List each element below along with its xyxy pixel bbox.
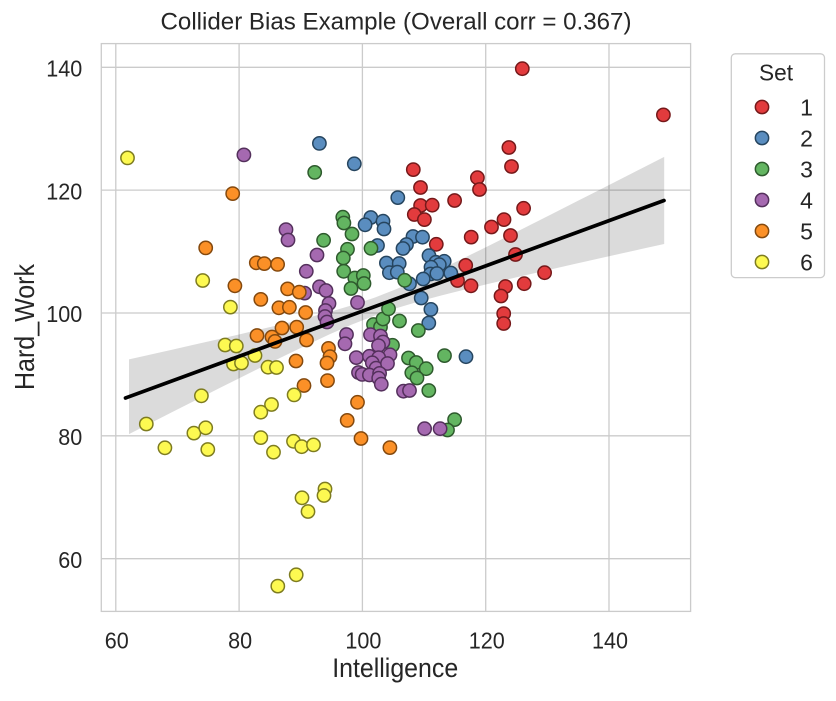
svg-text:80: 80	[228, 628, 252, 654]
svg-text:3: 3	[800, 156, 813, 182]
svg-text:60: 60	[58, 547, 82, 573]
svg-text:80: 80	[58, 424, 82, 450]
svg-text:100: 100	[345, 628, 381, 654]
svg-text:5: 5	[800, 218, 813, 244]
svg-text:Intelligence: Intelligence	[332, 653, 458, 683]
svg-text:140: 140	[592, 628, 628, 654]
svg-text:60: 60	[105, 628, 129, 654]
svg-text:140: 140	[46, 56, 82, 82]
svg-text:120: 120	[469, 628, 505, 654]
svg-text:Set: Set	[759, 60, 794, 86]
svg-text:6: 6	[800, 249, 813, 275]
svg-text:100: 100	[46, 301, 82, 327]
svg-text:Hard_Work: Hard_Work	[9, 263, 40, 390]
svg-text:1: 1	[800, 94, 813, 120]
svg-text:2: 2	[800, 125, 813, 151]
svg-text:4: 4	[800, 187, 813, 213]
svg-text:120: 120	[46, 178, 82, 204]
svg-text:Collider Bias Example (Overall: Collider Bias Example (Overall corr = 0.…	[161, 9, 632, 36]
